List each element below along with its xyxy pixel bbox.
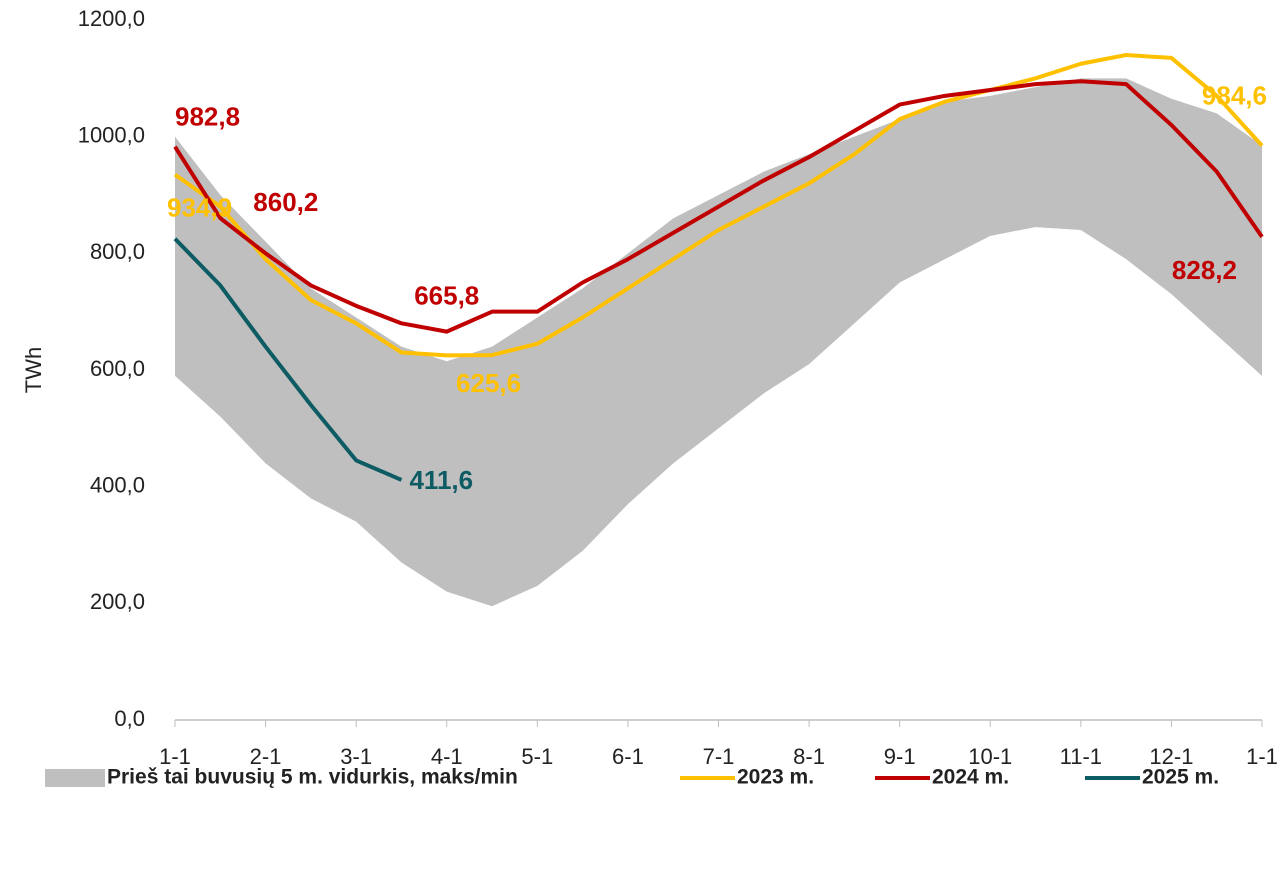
legend-label: Prieš tai buvusių 5 m. vidurkis, maks/mi… xyxy=(107,766,518,789)
y-tick-label: 200,0 xyxy=(90,589,145,614)
y-tick-label: 400,0 xyxy=(90,472,145,497)
y-tick-label: 1000,0 xyxy=(78,122,145,147)
x-tick-label: 7-1 xyxy=(703,744,735,769)
value-label: 625,6 xyxy=(456,368,521,398)
value-label: 982,8 xyxy=(175,102,240,132)
value-label: 984,6 xyxy=(1202,81,1267,111)
legend-label: 2024 m. xyxy=(932,766,1009,789)
legend-label: 2025 m. xyxy=(1142,766,1219,789)
x-tick-label: 6-1 xyxy=(612,744,644,769)
value-label: 665,8 xyxy=(414,280,479,310)
y-tick-label: 1200,0 xyxy=(78,6,145,31)
legend-swatch xyxy=(45,769,105,787)
x-tick-label: 2-1 xyxy=(250,744,282,769)
x-tick-label: 3-1 xyxy=(340,744,372,769)
value-label: 411,6 xyxy=(409,465,473,495)
x-tick-label: 12-1 xyxy=(1149,744,1193,769)
value-label: 934,9 xyxy=(167,193,232,223)
x-tick-label: 5-1 xyxy=(521,744,553,769)
x-tick-label: 10-1 xyxy=(968,744,1012,769)
y-tick-label: 0,0 xyxy=(114,706,145,731)
y-axis-label: TWh xyxy=(21,347,46,393)
series-line xyxy=(173,53,1264,358)
band xyxy=(175,78,1262,607)
x-tick-label: 11-1 xyxy=(1060,744,1102,769)
value-label: 860,2 xyxy=(253,187,318,217)
x-tick-label: 1-1 xyxy=(1246,744,1278,769)
x-tick-label: 1-1 xyxy=(159,744,191,769)
series-line xyxy=(173,237,403,482)
y-tick-label: 600,0 xyxy=(90,356,145,381)
value-label: 828,2 xyxy=(1172,255,1237,285)
x-tick-label: 8-1 xyxy=(793,744,825,769)
y-tick-label: 800,0 xyxy=(90,239,145,264)
x-tick-label: 4-1 xyxy=(431,744,463,769)
x-tick-label: 9-1 xyxy=(884,744,916,769)
series-line xyxy=(173,79,1264,334)
legend-label: 2023 m. xyxy=(737,766,814,789)
